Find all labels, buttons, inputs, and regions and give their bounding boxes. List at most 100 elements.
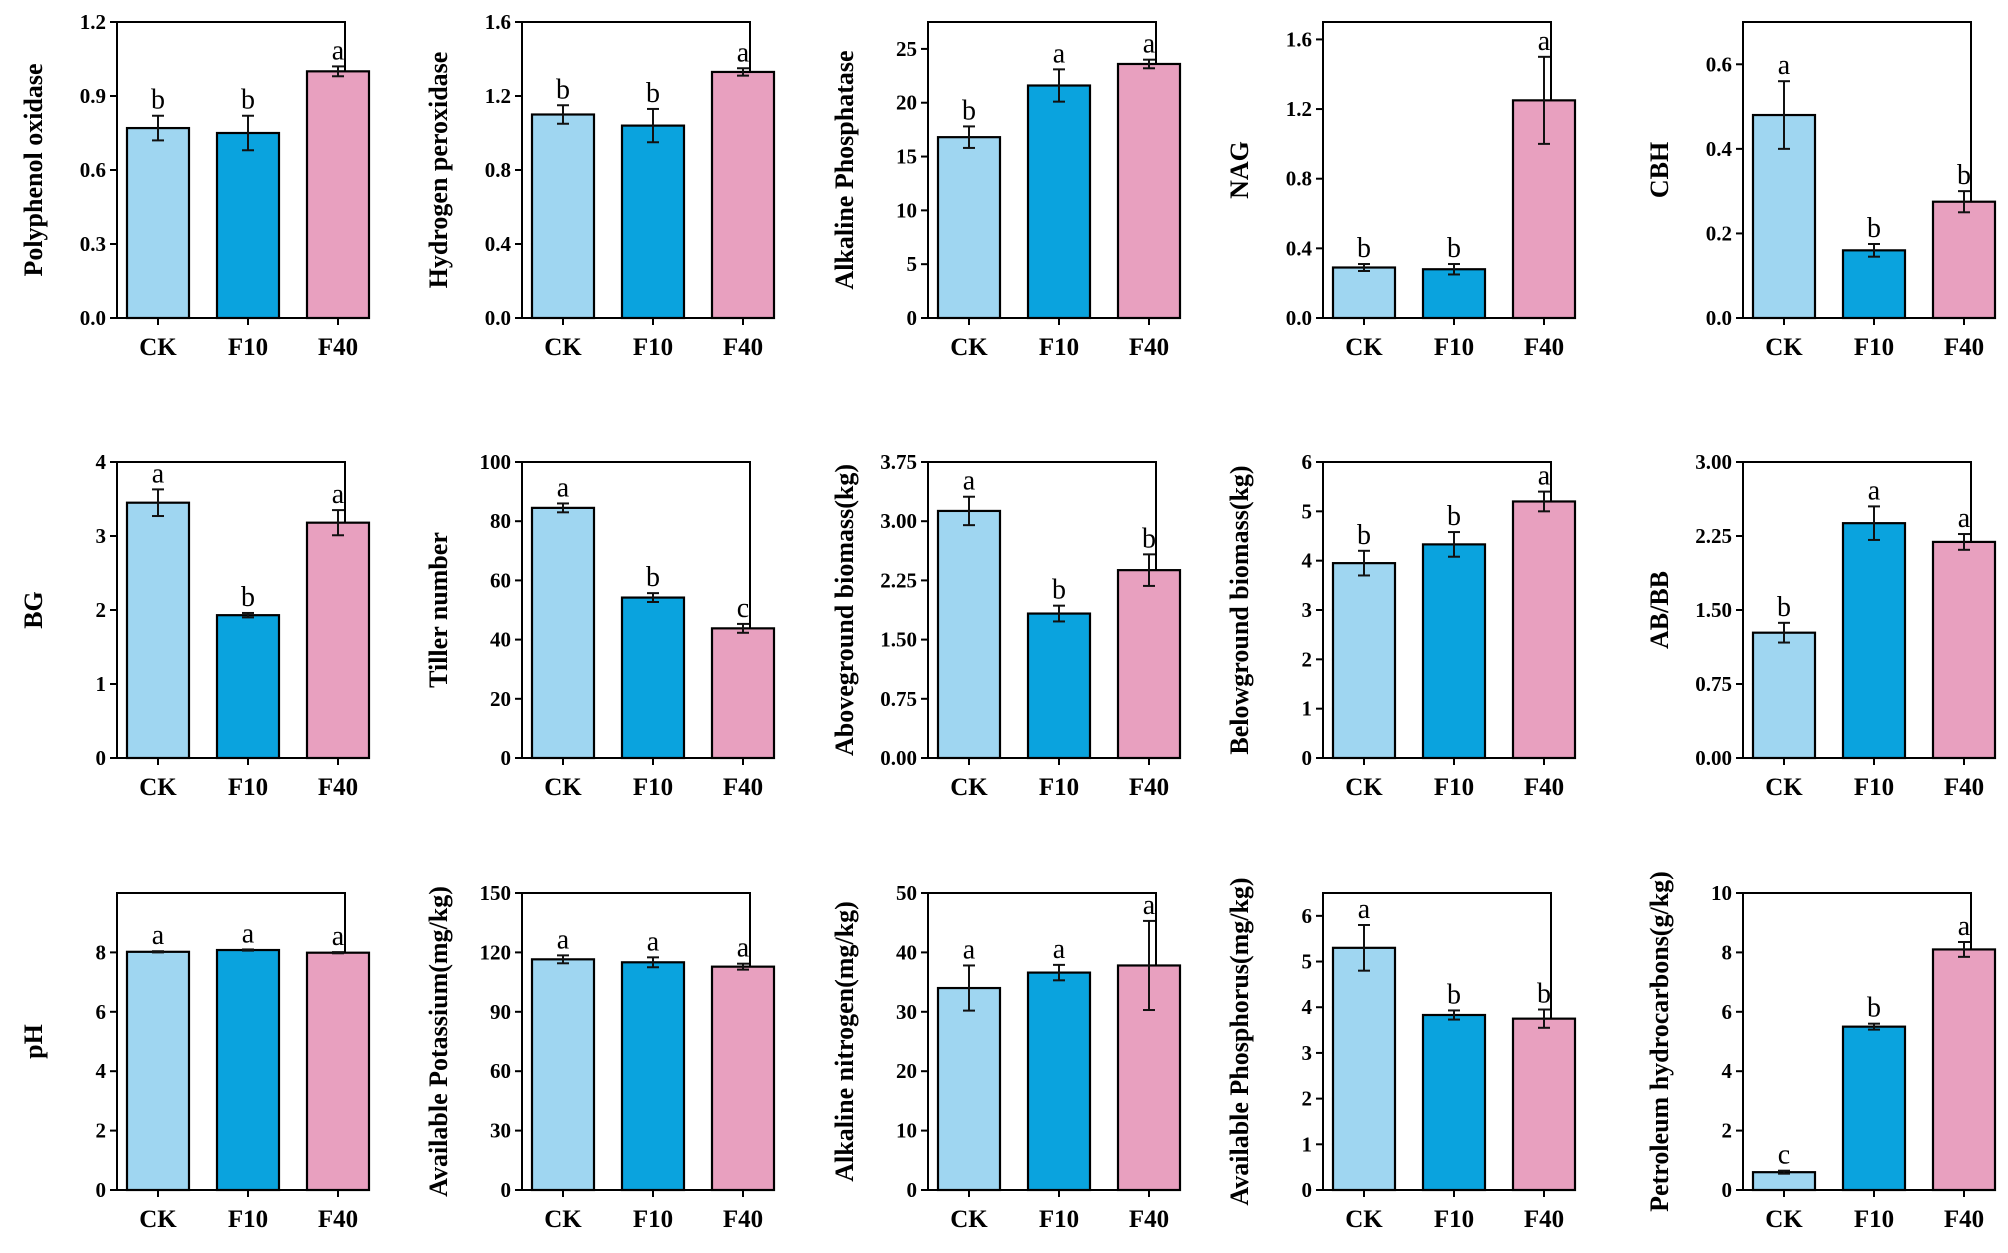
y-tick-label: 3 — [96, 524, 107, 548]
significance-label: a — [1868, 475, 1881, 506]
bar-f10 — [1841, 522, 1907, 760]
x-tick-label: CK — [950, 774, 988, 801]
bar-ck — [125, 126, 191, 320]
significance-label: c — [737, 593, 749, 624]
x-tick-label: CK — [1345, 1206, 1383, 1233]
y-tick-label: 4 — [96, 1059, 107, 1083]
y-tick-label: 0.0 — [80, 306, 106, 330]
y-tick-label: 1 — [1302, 697, 1313, 721]
y-axis-title: Tiller number — [424, 532, 453, 688]
significance-label: a — [242, 918, 255, 949]
chart-8: 0.00 0.75 1.50 2.25 3.00 3.75 Aboveground biom… — [830, 450, 1182, 801]
y-tick-label: 0 — [907, 1178, 918, 1202]
y-axis-title: Available Phosphorus(mg/kg) — [1225, 877, 1254, 1205]
y-tick-label: 4 — [1722, 1059, 1733, 1083]
significance-label: a — [332, 921, 345, 952]
y-tick-label: 0.75 — [880, 687, 917, 711]
y-tick-label: 2 — [1722, 1119, 1733, 1143]
x-tick-label: F10 — [1434, 774, 1474, 801]
significance-label: b — [1357, 233, 1371, 264]
bar-f40 — [710, 627, 776, 760]
y-tick-label: 8 — [1722, 940, 1733, 964]
significance-label: a — [1143, 890, 1156, 921]
bar-f10 — [1026, 612, 1092, 760]
y-tick-label: 0.8 — [1286, 167, 1312, 191]
x-tick-label: CK — [1765, 334, 1803, 361]
y-tick-label: 0.0 — [1286, 306, 1312, 330]
bar-ck — [125, 950, 191, 1192]
bar-f40 — [1931, 540, 1997, 760]
x-tick-label: F40 — [318, 774, 358, 801]
y-tick-label: 0 — [96, 746, 107, 770]
bar-f40 — [1931, 200, 1997, 320]
x-tick-label: CK — [1765, 774, 1803, 801]
significance-label: a — [1958, 911, 1971, 942]
y-tick-label: 25 — [896, 37, 917, 61]
y-axis-title: Polyphenol oxidase — [19, 63, 48, 276]
chart-13: 0 10 20 30 40 50 Alkaline nitrogen(mg/kg) a CK a F… — [830, 881, 1182, 1233]
y-tick-label: 80 — [490, 509, 511, 533]
chart-7: 0 20 40 60 80 100 Tiller number a CK b F10 c F40 — [424, 450, 776, 801]
chart-3: 0 5 10 15 20 25 Alkaline Phosphatase b CK a F10 a F4… — [830, 21, 1182, 361]
y-tick-label: 3 — [1302, 598, 1313, 622]
x-tick-label: CK — [1345, 774, 1383, 801]
y-axis-title: Belowground biomass(kg) — [1225, 465, 1254, 754]
y-tick-label: 0 — [501, 1178, 512, 1202]
y-tick-label: 10 — [896, 1119, 917, 1143]
y-tick-label: 30 — [490, 1119, 511, 1143]
x-tick-label: F40 — [723, 774, 763, 801]
y-tick-label: 6 — [96, 1000, 107, 1024]
y-axis-title: Petroleum hydrocarbons(g/kg) — [1645, 871, 1674, 1212]
significance-label: b — [1867, 993, 1881, 1024]
y-axis-title: AB/BB — [1645, 571, 1674, 649]
y-tick-label: 5 — [1302, 499, 1313, 523]
y-tick-label: 2 — [1302, 647, 1313, 671]
y-tick-label: 2 — [1302, 1087, 1313, 1111]
x-tick-label: F40 — [723, 334, 763, 361]
y-tick-label: 90 — [490, 1000, 511, 1024]
significance-label: b — [241, 582, 255, 613]
x-tick-label: CK — [139, 1206, 177, 1233]
x-tick-label: F10 — [633, 1206, 673, 1233]
y-tick-label: 100 — [480, 450, 512, 474]
chart-11: 0 2 4 6 8 pH a CK a F10 a F40 — [19, 892, 371, 1233]
chart-6: 0 1 2 3 4 BG a CK b F10 a F40 — [19, 450, 371, 801]
chart-12: 0 30 60 90 120 150 Available Potassium(mg/kg) a… — [424, 881, 776, 1233]
bar-f10 — [215, 131, 281, 320]
bar-f10 — [1421, 543, 1487, 760]
significance-label: a — [737, 37, 750, 68]
x-tick-label: F10 — [228, 334, 268, 361]
chart-9: 0 1 2 3 4 5 6 Belowground biomass(kg) b CK b F10 a F4… — [1225, 450, 1577, 801]
y-tick-label: 6 — [1302, 904, 1313, 928]
significance-label: a — [152, 458, 165, 489]
x-tick-label: F40 — [1944, 334, 1984, 361]
y-axis-title: Available Potassium(mg/kg) — [424, 886, 453, 1197]
bar-f10 — [1421, 268, 1487, 320]
y-tick-label: 1 — [96, 672, 107, 696]
y-tick-label: 0 — [1302, 746, 1313, 770]
y-tick-label: 0.6 — [80, 158, 106, 182]
x-tick-label: F40 — [1524, 1206, 1564, 1233]
chart-14: 0 1 2 3 4 5 6 Available Phosphorus(mg/kg) a CK b F1… — [1225, 877, 1577, 1233]
y-tick-label: 0 — [501, 746, 512, 770]
significance-label: a — [1958, 503, 1971, 534]
y-tick-label: 3.75 — [880, 450, 917, 474]
y-tick-label: 5 — [1302, 950, 1313, 974]
y-axis-title: pH — [19, 1024, 48, 1059]
y-tick-label: 2 — [96, 598, 107, 622]
significance-label: b — [1537, 979, 1551, 1010]
significance-label: b — [1777, 592, 1791, 623]
chart-10: 0.00 0.75 1.50 2.25 3.00 AB/BB b CK a F10 a F40 — [1645, 450, 1997, 801]
bar-ck — [1331, 266, 1397, 320]
y-tick-label: 0 — [907, 306, 918, 330]
y-tick-label: 0.0 — [1706, 306, 1732, 330]
chart-2: 0.0 0.4 0.8 1.2 1.6 Hydrogen peroxidase b CK b F1… — [424, 10, 776, 361]
x-tick-label: F10 — [1434, 1206, 1474, 1233]
chart-1: 0.0 0.3 0.6 0.9 1.2 Polyphenol oxidase b CK b F10… — [19, 10, 371, 361]
significance-label: a — [1538, 461, 1551, 492]
y-tick-label: 20 — [896, 91, 917, 115]
chart-5: 0.0 0.2 0.4 0.6 CBH a CK b F10 b F40 — [1645, 21, 1997, 361]
bar-f10 — [215, 614, 281, 760]
significance-label: a — [557, 472, 570, 503]
y-tick-label: 3.00 — [880, 509, 917, 533]
